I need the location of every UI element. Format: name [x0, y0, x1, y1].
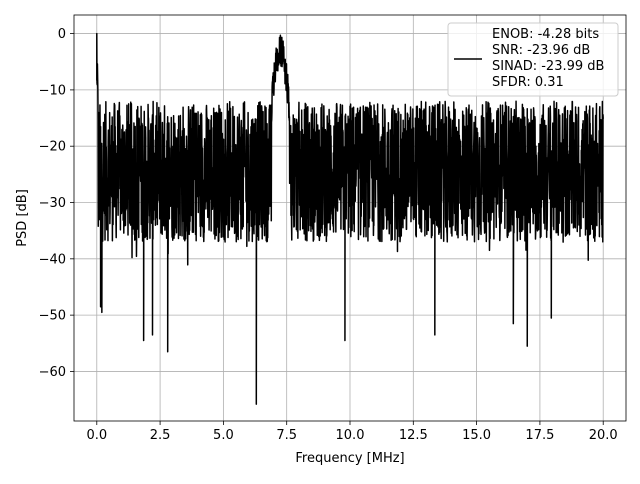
legend-line-snr: SNR: -23.96 dB: [492, 43, 590, 58]
x-tick-label: 2.5: [150, 428, 171, 443]
legend: ENOB: -4.28 bits SNR: -23.96 dB SINAD: -…: [447, 22, 619, 97]
legend-line-sfdr: SFDR: 0.31: [492, 75, 564, 90]
x-tick-label: 7.5: [276, 428, 297, 443]
x-tick-label: 0.0: [86, 428, 107, 443]
x-tick-label: 10.0: [336, 428, 365, 443]
y-axis-ticks: 0 −10 −20 −30 −40 −50 −60: [39, 27, 74, 380]
x-tick-label: 12.5: [399, 428, 428, 443]
x-tick-label: 15.0: [462, 428, 491, 443]
x-tick-label: 5.0: [213, 428, 234, 443]
y-tick-label: −60: [39, 365, 66, 380]
y-tick-label: 0: [58, 27, 66, 42]
psd-series-line: [96, 32, 604, 405]
x-tick-label: 17.5: [525, 428, 554, 443]
x-axis-ticks: 0.0 2.5 5.0 7.5 10.0 12.5 15.0 17.5 20.0: [86, 421, 618, 443]
y-axis-label: PSD [dB]: [15, 189, 30, 247]
y-tick-label: −10: [39, 83, 66, 98]
x-tick-label: 20.0: [589, 428, 618, 443]
legend-box: [447, 22, 619, 97]
y-tick-label: −30: [39, 196, 66, 211]
y-tick-label: −50: [39, 309, 66, 324]
y-tick-label: −20: [39, 140, 66, 155]
y-tick-label: −40: [39, 252, 66, 267]
legend-line-enob: ENOB: -4.28 bits: [492, 27, 599, 42]
legend-line-sinad: SINAD: -23.99 dB: [492, 59, 604, 74]
plot-area: [96, 32, 604, 405]
x-axis-label: Frequency [MHz]: [295, 451, 404, 466]
